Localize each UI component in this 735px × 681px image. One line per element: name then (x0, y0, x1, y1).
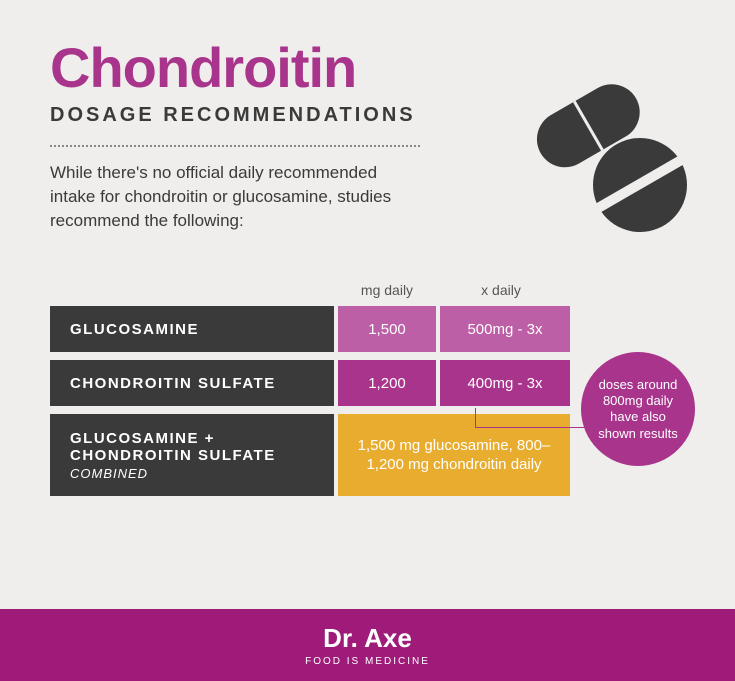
brand-logo: Dr. Axe (323, 623, 412, 654)
row-label-chondroitin: CHONDROITIN SULFATE (50, 360, 334, 406)
callout-note: doses around 800mg daily have also shown… (581, 352, 695, 466)
dosage-table: mg daily x daily GLUCOSAMINE 1,500 500mg… (50, 282, 685, 496)
divider (50, 145, 420, 147)
combined-sublabel: COMBINED (70, 466, 334, 481)
table-row: GLUCOSAMINE 1,500 500mg - 3x (50, 306, 685, 352)
cell-chondroitin-x: 400mg - 3x (440, 360, 570, 406)
row-label-glucosamine: GLUCOSAMINE (50, 306, 334, 352)
column-header-mg: mg daily (338, 282, 436, 298)
combined-label: GLUCOSAMINE + CHONDROITIN SULFATE (70, 430, 334, 464)
footer: Dr. Axe FOOD IS MEDICINE (0, 609, 735, 681)
cell-glucosamine-x: 500mg - 3x (440, 306, 570, 352)
intro-text: While there's no official daily recommen… (50, 161, 420, 232)
pills-icon (495, 70, 695, 245)
row-label-combined: GLUCOSAMINE + CHONDROITIN SULFATE COMBIN… (50, 414, 334, 496)
cell-chondroitin-mg: 1,200 (338, 360, 436, 406)
brand-tagline: FOOD IS MEDICINE (305, 656, 430, 667)
column-header-x: x daily (436, 282, 566, 298)
cell-glucosamine-mg: 1,500 (338, 306, 436, 352)
